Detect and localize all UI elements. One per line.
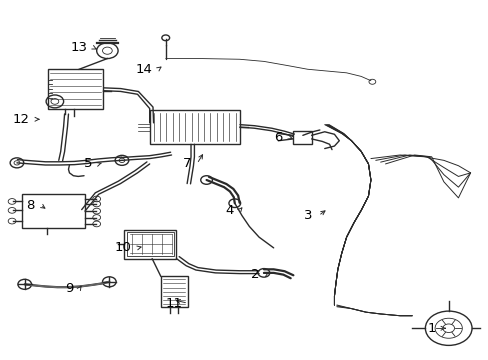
Text: 5: 5 bbox=[84, 157, 93, 170]
Text: 6: 6 bbox=[273, 131, 282, 144]
Bar bbox=[47, 69, 103, 109]
Bar bbox=[22, 194, 85, 228]
Text: 3: 3 bbox=[304, 209, 312, 222]
Bar bbox=[161, 276, 187, 307]
Bar bbox=[149, 111, 239, 144]
Text: 13: 13 bbox=[71, 41, 88, 54]
Text: 4: 4 bbox=[225, 204, 233, 217]
Text: 10: 10 bbox=[115, 241, 131, 255]
Text: 11: 11 bbox=[165, 297, 182, 310]
Text: 8: 8 bbox=[26, 198, 34, 212]
Bar bbox=[292, 131, 311, 144]
Text: 9: 9 bbox=[65, 283, 73, 296]
Text: 1: 1 bbox=[427, 322, 436, 335]
Text: 14: 14 bbox=[135, 63, 152, 76]
Text: 2: 2 bbox=[250, 268, 259, 281]
Bar bbox=[123, 230, 176, 258]
Text: 7: 7 bbox=[182, 157, 191, 170]
Text: 12: 12 bbox=[13, 113, 30, 126]
Bar bbox=[126, 232, 173, 256]
